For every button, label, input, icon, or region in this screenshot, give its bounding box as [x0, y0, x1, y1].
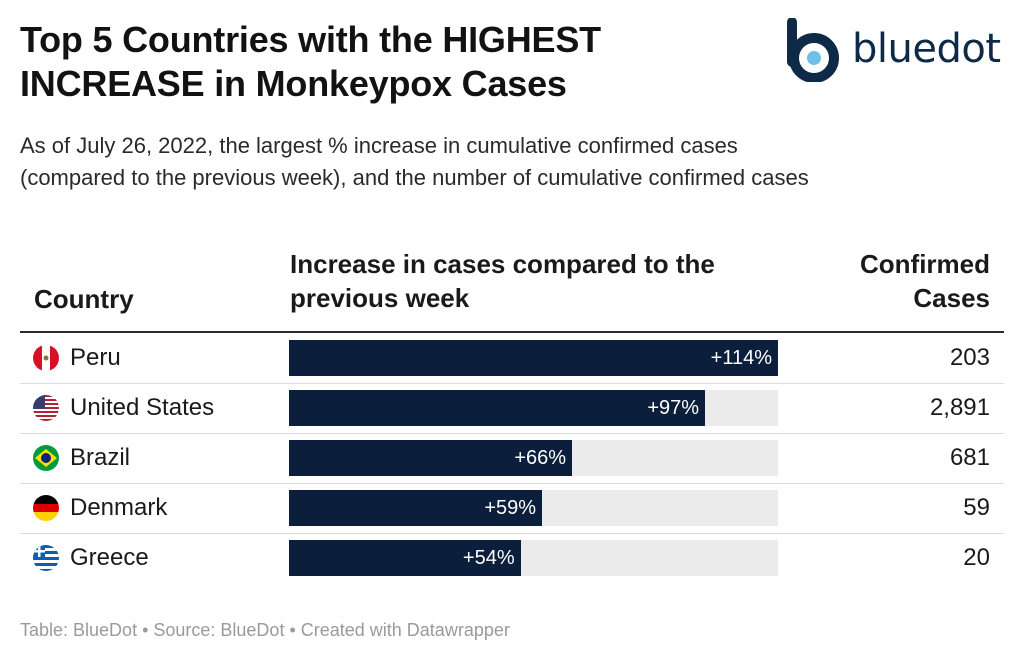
country-name: Greece	[70, 544, 149, 571]
column-header-cases-line-1: Confirmed	[860, 249, 990, 279]
header-divider	[20, 331, 1004, 333]
column-header-cases-line-2: Cases	[913, 283, 990, 313]
increase-bar: +97%	[289, 390, 706, 426]
chart-title-line-2: INCREASE in Monkeypox Cases	[20, 63, 567, 104]
confirmed-cases: 20	[963, 544, 990, 571]
table-row: United States +97% 2,891	[20, 383, 1004, 434]
increase-bar-track: +66%	[289, 440, 778, 476]
increase-bar: +114%	[289, 340, 778, 376]
country-name: Peru	[70, 344, 121, 371]
country-name: Brazil	[70, 444, 131, 471]
chart-footer: Table: BlueDot • Source: BlueDot • Creat…	[20, 620, 510, 640]
table-row: Greece +54% 20	[20, 533, 1004, 583]
increase-label: +59%	[484, 497, 537, 519]
column-header-increase: Increase in cases compared to the previo…	[290, 247, 790, 315]
bluedot-logo: bluedot	[786, 18, 1006, 82]
bluedot-logo-text: bluedot	[852, 26, 1001, 72]
confirmed-cases: 203	[949, 344, 990, 371]
country-name: United States	[70, 394, 215, 421]
subtitle-line-2: (compared to the previous week), and the…	[20, 165, 809, 190]
confirmed-cases: 681	[949, 444, 990, 471]
increase-bar-track: +97%	[289, 390, 778, 426]
country-name: Denmark	[70, 494, 168, 521]
increase-label: +97%	[647, 397, 700, 419]
denmark-flag-icon	[33, 495, 59, 521]
brazil-flag-icon	[33, 445, 59, 471]
bluedot-logo-icon	[787, 18, 839, 82]
increase-label: +66%	[514, 447, 567, 469]
increase-bar: +54%	[289, 540, 521, 576]
table-row: Brazil +66% 681	[20, 433, 1004, 484]
confirmed-cases: 2,891	[929, 394, 990, 421]
column-header-increase-line-1: Increase in cases compared to the	[290, 249, 715, 279]
increase-bar-track: +54%	[289, 540, 778, 576]
increase-bar-track: +114%	[289, 340, 778, 376]
chart-title: Top 5 Countries with the HIGHEST INCREAS…	[20, 18, 720, 106]
increase-label: +114%	[710, 347, 772, 369]
peru-flag-icon	[33, 345, 59, 371]
increase-bar: +59%	[289, 490, 543, 526]
column-header-country: Country	[34, 284, 134, 314]
increase-label: +54%	[462, 547, 515, 569]
column-header-increase-line-2: previous week	[290, 283, 470, 313]
table-row: Peru +114% 203	[20, 333, 1004, 384]
table-row: Denmark +59% 59	[20, 483, 1004, 534]
chart-title-line-1: Top 5 Countries with the HIGHEST	[20, 19, 601, 60]
increase-bar: +66%	[289, 440, 573, 476]
confirmed-cases: 59	[963, 494, 990, 521]
column-header-cases: Confirmed Cases	[790, 247, 990, 315]
subtitle-line-1: As of July 26, 2022, the largest % incre…	[20, 133, 738, 158]
chart-subtitle: As of July 26, 2022, the largest % incre…	[20, 130, 1010, 194]
usa-flag-icon	[33, 395, 59, 421]
greece-flag-icon	[33, 545, 59, 571]
increase-bar-track: +59%	[289, 490, 778, 526]
